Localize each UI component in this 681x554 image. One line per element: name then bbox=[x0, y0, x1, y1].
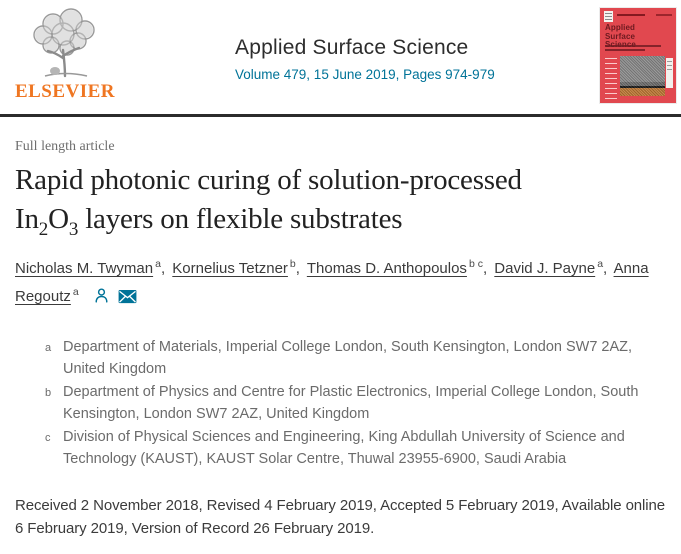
author-link[interactable]: Nicholas M. Twyman bbox=[15, 260, 154, 277]
article-title-line1: Rapid photonic curing of solution-proces… bbox=[15, 164, 522, 196]
affiliation-marker: c bbox=[45, 432, 51, 444]
affiliation-marker: a bbox=[45, 342, 52, 354]
cover-microtext bbox=[656, 14, 672, 16]
formula-subscript: 2 bbox=[38, 218, 49, 240]
article-dates: Received 2 November 2018, Revised 4 Febr… bbox=[15, 497, 665, 537]
elsevier-tree-icon bbox=[12, 8, 118, 80]
authors-list: Nicholas M. Twyman a, Kornelius Tetzner b,… bbox=[15, 255, 666, 314]
elsevier-logo: ELSEVIER bbox=[12, 8, 118, 103]
journal-header-block: Applied Surface Science Volume 479, 15 J… bbox=[235, 36, 495, 82]
formula-subscript: 3 bbox=[68, 218, 79, 240]
author-separator: , bbox=[603, 260, 608, 277]
affiliations: a Department of Materials, Imperial Coll… bbox=[45, 336, 666, 470]
affiliation-marker: b bbox=[45, 387, 52, 399]
journal-issue-link[interactable]: Volume 479, 15 June 2019, Pages 974-979 bbox=[235, 67, 495, 82]
cover-barcode bbox=[604, 11, 613, 22]
author-separator: , bbox=[482, 260, 488, 277]
affiliation-item: c Division of Physical Sciences and Engi… bbox=[45, 426, 666, 470]
elsevier-wordmark: ELSEVIER bbox=[14, 81, 116, 102]
author-superscript: b bbox=[289, 258, 296, 270]
author-superscript: a bbox=[155, 258, 161, 270]
author-superscript: b c bbox=[468, 258, 483, 270]
formula-element: In bbox=[15, 203, 39, 235]
author-link[interactable]: Kornelius Tetzner bbox=[172, 260, 288, 277]
site-header: ELSEVIER Applied Surface Science Volume … bbox=[0, 0, 681, 117]
affiliation-text: Department of Physics and Centre for Pla… bbox=[63, 384, 639, 422]
email-icon[interactable] bbox=[118, 286, 137, 314]
formula-element: O bbox=[48, 203, 69, 235]
cover-microtext bbox=[605, 49, 645, 51]
article-title-line2: layers on flexible substrates bbox=[78, 203, 403, 235]
author-link[interactable]: Anna Regoutz bbox=[15, 260, 649, 305]
article-type-label: Full length article bbox=[15, 139, 115, 154]
journal-cover-thumbnail[interactable]: Applied Surface Science bbox=[600, 8, 676, 103]
author-superscript: a bbox=[597, 258, 604, 270]
journal-title-link[interactable]: Applied Surface Science bbox=[235, 36, 469, 59]
author-separator: , bbox=[295, 260, 300, 277]
cover-title: Applied Surface Science bbox=[605, 23, 636, 48]
cover-image bbox=[620, 56, 665, 96]
cover-microtext bbox=[605, 45, 661, 47]
affiliation-item: b Department of Physics and Centre for P… bbox=[45, 381, 666, 425]
article-title: Rapid photonic curing of solution-proces… bbox=[15, 161, 666, 239]
author-separator: , bbox=[160, 260, 166, 277]
author-link[interactable]: David J. Payne bbox=[494, 260, 596, 277]
author-link[interactable]: Thomas D. Anthopoulos bbox=[306, 260, 467, 277]
affiliation-item: a Department of Materials, Imperial Coll… bbox=[45, 336, 666, 380]
author-superscript: a bbox=[72, 286, 79, 298]
affiliation-text: Department of Materials, Imperial Colleg… bbox=[63, 339, 633, 377]
article-header: Full length article Rapid photonic curin… bbox=[0, 139, 681, 540]
author-profile-icon[interactable] bbox=[93, 286, 110, 314]
cover-image-label bbox=[666, 58, 673, 88]
cover-microtext bbox=[617, 14, 645, 16]
affiliation-text: Division of Physical Sciences and Engine… bbox=[63, 429, 625, 467]
